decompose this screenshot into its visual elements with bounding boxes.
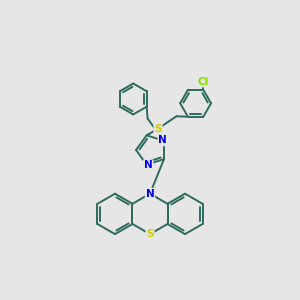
Text: S: S: [146, 229, 154, 239]
Text: N: N: [158, 135, 167, 145]
Text: S: S: [154, 124, 162, 134]
Text: Cl: Cl: [198, 76, 209, 87]
Text: N: N: [146, 189, 154, 199]
Text: N: N: [144, 160, 153, 170]
